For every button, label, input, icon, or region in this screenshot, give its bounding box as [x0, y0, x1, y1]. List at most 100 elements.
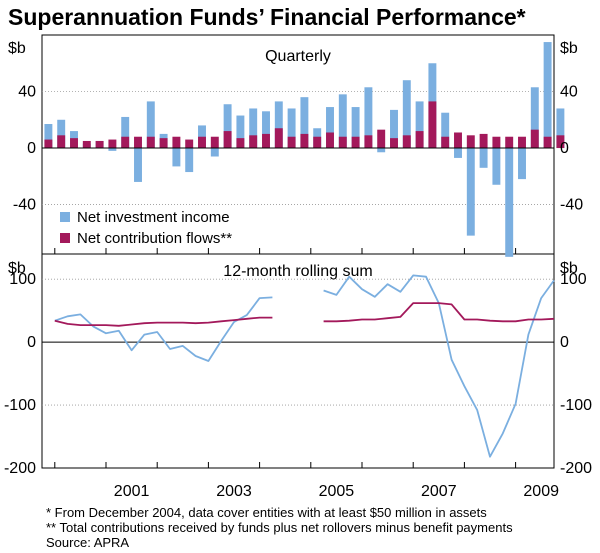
legend-label-investment: Net investment income: [77, 209, 230, 226]
investment-bar: [121, 116, 130, 149]
x-axis-ticks: [54, 248, 517, 468]
investment-bar: [466, 148, 475, 236]
investment-bar: [44, 124, 53, 149]
contribution-bar: [390, 138, 398, 149]
y-tick-label: 100: [9, 271, 36, 288]
investment-bar: [518, 148, 526, 180]
contribution-bar: [530, 129, 539, 149]
investment-bar: [249, 108, 258, 149]
contribution-bar: [249, 135, 258, 149]
y-tick-label: 0: [560, 140, 569, 157]
contribution-bar: [338, 136, 347, 149]
contribution-bar: [287, 136, 296, 149]
contribution-bar: [198, 136, 206, 149]
contribution-bar: [479, 133, 488, 149]
investment-bar: [338, 94, 347, 149]
contribution-bar: [134, 136, 142, 149]
gridlines: [42, 91, 554, 406]
investment-bar: [492, 148, 501, 185]
investment-bar: [210, 148, 219, 157]
investment-bar: [441, 112, 450, 149]
y-tick-label: -100: [560, 397, 592, 414]
investment-bar: [556, 108, 565, 149]
legend-swatch-investment: [60, 212, 70, 222]
investment-bar: [236, 115, 245, 149]
investment-bar: [377, 148, 386, 153]
investment-bar: [530, 87, 539, 149]
contribution-bar: [146, 136, 155, 149]
investment-bar: [274, 101, 283, 149]
plot-frame: [41, 34, 555, 469]
contribution-bar: [185, 139, 194, 149]
contribution-bar: [492, 136, 501, 149]
y-tick-label: -40: [560, 197, 583, 214]
y-tick-label: 40: [18, 84, 36, 101]
y-tick-label: -100: [4, 397, 36, 414]
investment-bar: [543, 42, 552, 149]
source-note: Source: APRA: [46, 535, 129, 550]
contribution-bars: [44, 101, 565, 149]
contribution-bar: [57, 135, 66, 149]
rolling-sum-lines: [54, 274, 555, 458]
investment-bar: [185, 148, 194, 173]
x-tick-label-2007: 2007: [421, 483, 457, 500]
investment-bar: [134, 148, 142, 182]
investment-bar: [287, 108, 296, 149]
contribution-bar: [236, 138, 245, 149]
contribution-bar: [313, 136, 322, 149]
investment-bar: [57, 119, 66, 149]
contribution-bar: [377, 129, 386, 149]
investment-bar: [454, 148, 462, 158]
investment-bar: [300, 97, 309, 149]
contribution-bar: [556, 135, 565, 149]
investment-bar: [402, 80, 411, 149]
y-tick-label: -200: [560, 460, 592, 477]
zero-lines: [42, 147, 554, 343]
contribution-bar: [44, 139, 53, 149]
y-axis-tick-labels: -40 -40 0 0 40 40 -200 -200 -100 -100 0 0 100 100: [4, 84, 592, 477]
contribution-bar: [172, 136, 181, 149]
contribution-bar: [300, 133, 309, 149]
investment-bar: [326, 107, 334, 149]
contribution-bar: [415, 131, 424, 149]
investment-bar: [351, 107, 360, 149]
investment-bar: [108, 148, 117, 151]
contribution-bar: [210, 136, 219, 149]
y-tick-label: 100: [560, 271, 587, 288]
investment-bar: [364, 87, 373, 149]
contribution-bar: [95, 140, 104, 149]
contribution-bar: [505, 136, 514, 149]
bottom-left-unit-label: $b: [8, 260, 26, 277]
x-tick-label-2001: 2001: [114, 483, 150, 500]
contribution-bar: [274, 128, 283, 149]
y-tick-label: 0: [27, 334, 36, 351]
contribution-bar: [121, 136, 130, 149]
panel-title-rolling: 12-month rolling sum: [223, 263, 372, 280]
y-tick-label: -40: [13, 197, 36, 214]
investment-rolling-line: [54, 296, 273, 362]
legend-swatch-contribution: [60, 233, 70, 243]
legend-label-contribution: Net contribution flows**: [77, 230, 232, 247]
contribution-bar: [543, 136, 552, 149]
investment-bar: [172, 148, 181, 167]
y-tick-label: 0: [560, 334, 569, 351]
contribution-bar: [82, 140, 91, 149]
x-tick-label-2005: 2005: [319, 483, 355, 500]
x-tick-label-2003: 2003: [216, 483, 252, 500]
contribution-bar: [262, 133, 270, 149]
x-tick-label-2009: 2009: [523, 483, 559, 500]
investment-bar: [146, 101, 155, 149]
investment-bar: [262, 111, 270, 149]
contribution-bar: [351, 136, 360, 149]
investment-bar: [390, 109, 398, 149]
investment-bar: [415, 101, 424, 149]
contribution-bar: [70, 138, 78, 149]
y-tick-label: -200: [4, 460, 36, 477]
contribution-bar: [428, 101, 437, 149]
contribution-bar: [364, 135, 373, 149]
y-tick-label: 40: [560, 84, 578, 101]
contribution-bar: [326, 132, 334, 149]
investment-bar: [479, 148, 488, 168]
contribution-bar: [518, 136, 526, 149]
contribution-bar: [159, 138, 168, 149]
